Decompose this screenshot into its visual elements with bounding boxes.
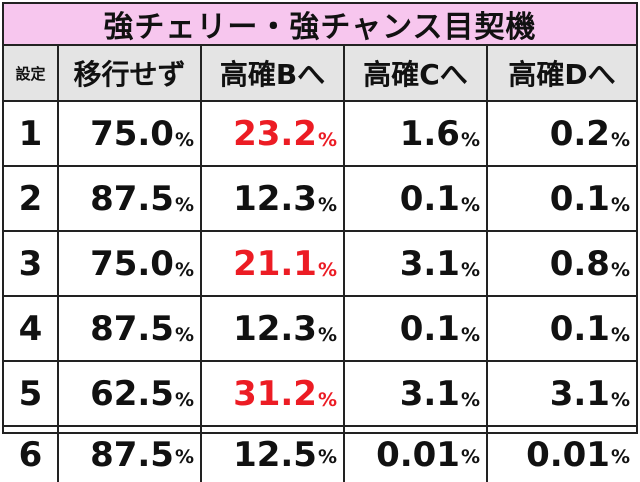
value-number: 0.1 — [549, 308, 610, 349]
value-cell-to-high-c: 1.6% — [345, 102, 488, 165]
value-cell-no-transition: 87.5% — [59, 297, 202, 360]
percent-sign: % — [317, 194, 337, 216]
percent-sign: % — [174, 389, 194, 411]
percent-sign: % — [610, 194, 630, 216]
value-number: 75.0 — [90, 243, 174, 284]
value-number: 3.1 — [399, 373, 460, 414]
table-row: 1 75.0% 23.2% 1.6% 0.2% — [4, 102, 636, 167]
percent-sign: % — [460, 446, 480, 468]
value-number: 23.2 — [233, 113, 317, 154]
value-cell-to-high-d: 3.1% — [488, 362, 636, 425]
value-number: 75.0 — [90, 113, 174, 154]
percent-sign: % — [460, 259, 480, 281]
value-cell-to-high-d: 0.8% — [488, 232, 636, 295]
value-number: 0.01 — [526, 434, 610, 475]
percent-sign: % — [174, 259, 194, 281]
percent-sign: % — [317, 389, 337, 411]
table-row: 5 62.5% 31.2% 3.1% 3.1% — [4, 362, 636, 427]
value-number: 0.1 — [399, 178, 460, 219]
value-cell-to-high-c: 3.1% — [345, 232, 488, 295]
value-cell-no-transition: 75.0% — [59, 102, 202, 165]
value-number: 0.1 — [549, 178, 610, 219]
setting-cell: 6 — [4, 427, 59, 482]
value-cell-to-high-b: 12.3% — [202, 167, 345, 230]
value-cell-to-high-c: 0.1% — [345, 167, 488, 230]
value-cell-no-transition: 87.5% — [59, 167, 202, 230]
value-cell-to-high-b: 23.2% — [202, 102, 345, 165]
percent-sign: % — [460, 324, 480, 346]
value-number: 3.1 — [399, 243, 460, 284]
value-number: 0.2 — [549, 113, 610, 154]
value-cell-no-transition: 87.5% — [59, 427, 202, 482]
table-title: 強チェリー・強チャンス目契機 — [4, 4, 636, 46]
value-number: 0.1 — [399, 308, 460, 349]
percent-sign: % — [317, 446, 337, 468]
setting-cell: 4 — [4, 297, 59, 360]
header-row: 設定 移行せず 高確Bへ 高確Cへ 高確Dへ — [4, 46, 636, 102]
percent-sign: % — [174, 129, 194, 151]
value-number: 12.3 — [233, 178, 317, 219]
table-row: 4 87.5% 12.3% 0.1% 0.1% — [4, 297, 636, 362]
value-cell-to-high-b: 31.2% — [202, 362, 345, 425]
value-number: 12.5 — [233, 434, 317, 475]
setting-cell: 3 — [4, 232, 59, 295]
header-no-transition: 移行せず — [59, 46, 202, 100]
percent-sign: % — [317, 259, 337, 281]
value-number: 87.5 — [90, 434, 174, 475]
table-row: 2 87.5% 12.3% 0.1% 0.1% — [4, 167, 636, 232]
value-number: 62.5 — [90, 373, 174, 414]
value-number: 0.8 — [549, 243, 610, 284]
percent-sign: % — [460, 194, 480, 216]
value-cell-no-transition: 62.5% — [59, 362, 202, 425]
value-cell-to-high-d: 0.2% — [488, 102, 636, 165]
header-setting: 設定 — [4, 46, 59, 100]
percent-sign: % — [174, 194, 194, 216]
percent-sign: % — [610, 129, 630, 151]
value-number: 1.6 — [399, 113, 460, 154]
table-row: 3 75.0% 21.1% 3.1% 0.8% — [4, 232, 636, 297]
value-cell-to-high-c: 3.1% — [345, 362, 488, 425]
value-number: 3.1 — [549, 373, 610, 414]
value-number: 87.5 — [90, 178, 174, 219]
value-cell-to-high-c: 0.01% — [345, 427, 488, 482]
value-number: 12.3 — [233, 308, 317, 349]
value-cell-to-high-d: 0.1% — [488, 297, 636, 360]
header-to-high-d: 高確Dへ — [508, 58, 616, 91]
value-number: 31.2 — [233, 373, 317, 414]
setting-cell: 5 — [4, 362, 59, 425]
value-cell-to-high-b: 12.3% — [202, 297, 345, 360]
percent-sign: % — [174, 324, 194, 346]
value-cell-to-high-d: 0.1% — [488, 167, 636, 230]
table-row: 6 87.5% 12.5% 0.01% 0.01% — [4, 427, 636, 482]
value-cell-to-high-b: 12.5% — [202, 427, 345, 482]
value-number: 87.5 — [90, 308, 174, 349]
percent-sign: % — [460, 389, 480, 411]
header-to-high-c: 高確Cへ — [345, 46, 488, 100]
percent-sign: % — [460, 129, 480, 151]
percent-sign: % — [610, 324, 630, 346]
value-cell-to-high-d: 0.01% — [488, 427, 636, 482]
value-cell-no-transition: 75.0% — [59, 232, 202, 295]
percent-sign: % — [610, 389, 630, 411]
percent-sign: % — [174, 446, 194, 468]
setting-cell: 2 — [4, 167, 59, 230]
percent-sign: % — [317, 129, 337, 151]
value-number: 21.1 — [233, 243, 317, 284]
percent-sign: % — [317, 324, 337, 346]
percent-sign: % — [610, 259, 630, 281]
header-to-high-b: 高確Bへ — [202, 46, 345, 100]
percent-sign: % — [610, 446, 630, 468]
value-number: 0.01 — [376, 434, 460, 475]
value-cell-to-high-c: 0.1% — [345, 297, 488, 360]
setting-cell: 1 — [4, 102, 59, 165]
value-cell-to-high-b: 21.1% — [202, 232, 345, 295]
